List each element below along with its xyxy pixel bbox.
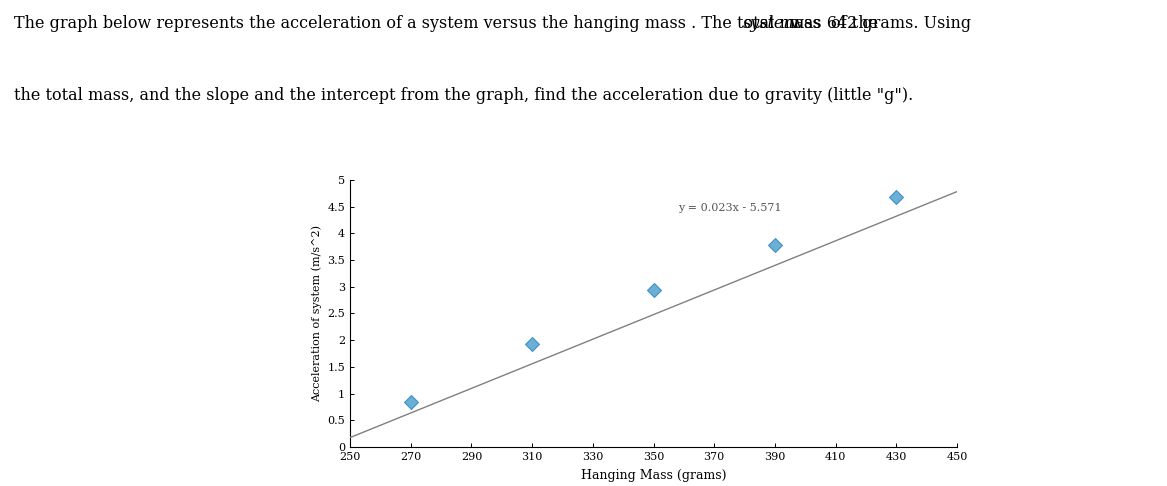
Point: [401, 398, 420, 405]
Point: [644, 287, 663, 295]
X-axis label: Hanging Mass (grams): Hanging Mass (grams): [581, 469, 726, 482]
Point: [766, 241, 784, 248]
Text: The graph below represents the acceleration of a system versus the hanging mass : The graph below represents the accelerat…: [14, 15, 883, 32]
Text: was 642 grams. Using: was 642 grams. Using: [784, 15, 971, 32]
Text: the total mass, and the slope and the intercept from the graph, find the acceler: the total mass, and the slope and the in…: [14, 87, 914, 104]
Y-axis label: Acceleration of system (m/s^2): Acceleration of system (m/s^2): [312, 225, 322, 402]
Text: system: system: [743, 15, 799, 32]
Text: y = 0.023x - 5.571: y = 0.023x - 5.571: [678, 203, 781, 213]
Point: [523, 340, 541, 348]
Point: [887, 193, 906, 201]
